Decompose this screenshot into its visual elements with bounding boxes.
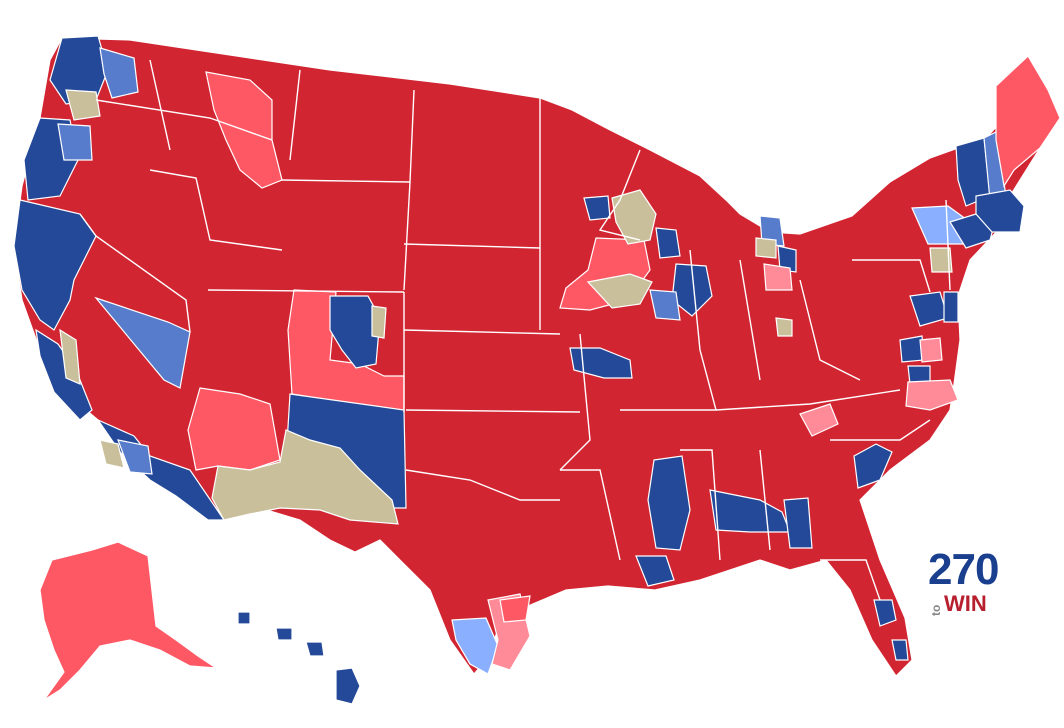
state-border	[403, 181, 411, 291]
california-coast-dem	[35, 328, 93, 421]
hawaii-big-island-dem	[335, 667, 361, 705]
state-border	[95, 99, 273, 141]
state-border	[79, 213, 191, 333]
state-border	[289, 69, 301, 161]
state-border	[207, 289, 405, 293]
270towin-logo: 270 to WIN	[928, 548, 1008, 618]
state-border	[405, 469, 560, 501]
washington-tossup	[65, 89, 101, 121]
delaware-dem	[943, 291, 959, 323]
illinois-likely-dem	[649, 289, 681, 321]
state-border	[830, 419, 931, 441]
state-border	[689, 249, 717, 411]
texas-coast-likely-rep	[499, 595, 531, 623]
kentucky-leans-rep	[799, 403, 839, 437]
georgia-south-dem	[783, 497, 813, 549]
portland-likely-dem	[57, 123, 93, 161]
state-border	[559, 333, 591, 471]
new-orleans-dem	[635, 555, 675, 587]
state-border	[405, 409, 581, 413]
virginia-leans-rep	[919, 337, 943, 363]
detroit-dem	[777, 245, 797, 273]
massachusetts-dem	[975, 189, 1025, 233]
state-border	[820, 559, 881, 601]
maine-likely-rep	[995, 55, 1061, 188]
wisconsin-tossup	[611, 189, 657, 245]
hawaii-kauai-dem	[237, 611, 251, 625]
ohio-leans-rep	[763, 263, 793, 291]
milwaukee-dem	[655, 227, 681, 259]
state-border	[560, 469, 621, 561]
state-border	[739, 259, 761, 381]
hawaii-maui-dem	[305, 641, 325, 657]
state-border	[149, 59, 171, 151]
mississippi-delta-dem	[647, 455, 691, 551]
socal-likely-dem	[117, 439, 153, 475]
district-borders	[79, 59, 951, 601]
ohio-tossup	[775, 317, 793, 337]
arizona-south-tossup	[211, 429, 399, 525]
seattle-likely-dem	[99, 47, 139, 99]
carolina-dem	[853, 443, 893, 489]
logo-small-text: to	[929, 604, 943, 616]
california-central-tossup	[59, 328, 81, 385]
hawaii-oahu-dem	[275, 627, 293, 641]
state-border	[680, 449, 721, 561]
state-border	[403, 329, 561, 335]
colorado-dem	[329, 295, 381, 369]
iowa-tossup	[586, 273, 653, 309]
state-border	[598, 149, 641, 241]
state-border	[852, 259, 931, 293]
state-border	[799, 279, 861, 381]
state-border	[945, 199, 951, 291]
north-carolina-leans-rep	[905, 379, 959, 411]
socal-tossup	[99, 439, 125, 469]
state-border	[620, 389, 901, 411]
state-border	[403, 243, 541, 249]
state-border	[149, 169, 283, 251]
texas-rio-grande-leans-dem	[451, 617, 499, 675]
logo-number: 270	[928, 545, 999, 594]
michigan-tossup	[755, 237, 777, 259]
florida-south-dem	[891, 639, 909, 661]
florida-dem	[873, 599, 897, 627]
colorado-tossup	[371, 305, 387, 339]
nevada-likely-dem	[94, 296, 191, 389]
logo-word: WIN	[944, 591, 987, 616]
state-border	[759, 449, 771, 551]
minneapolis-dem	[583, 195, 611, 221]
new-jersey-tossup	[929, 247, 953, 273]
kansas-city-dem	[569, 347, 633, 379]
alaska-likely-rep	[39, 541, 219, 701]
